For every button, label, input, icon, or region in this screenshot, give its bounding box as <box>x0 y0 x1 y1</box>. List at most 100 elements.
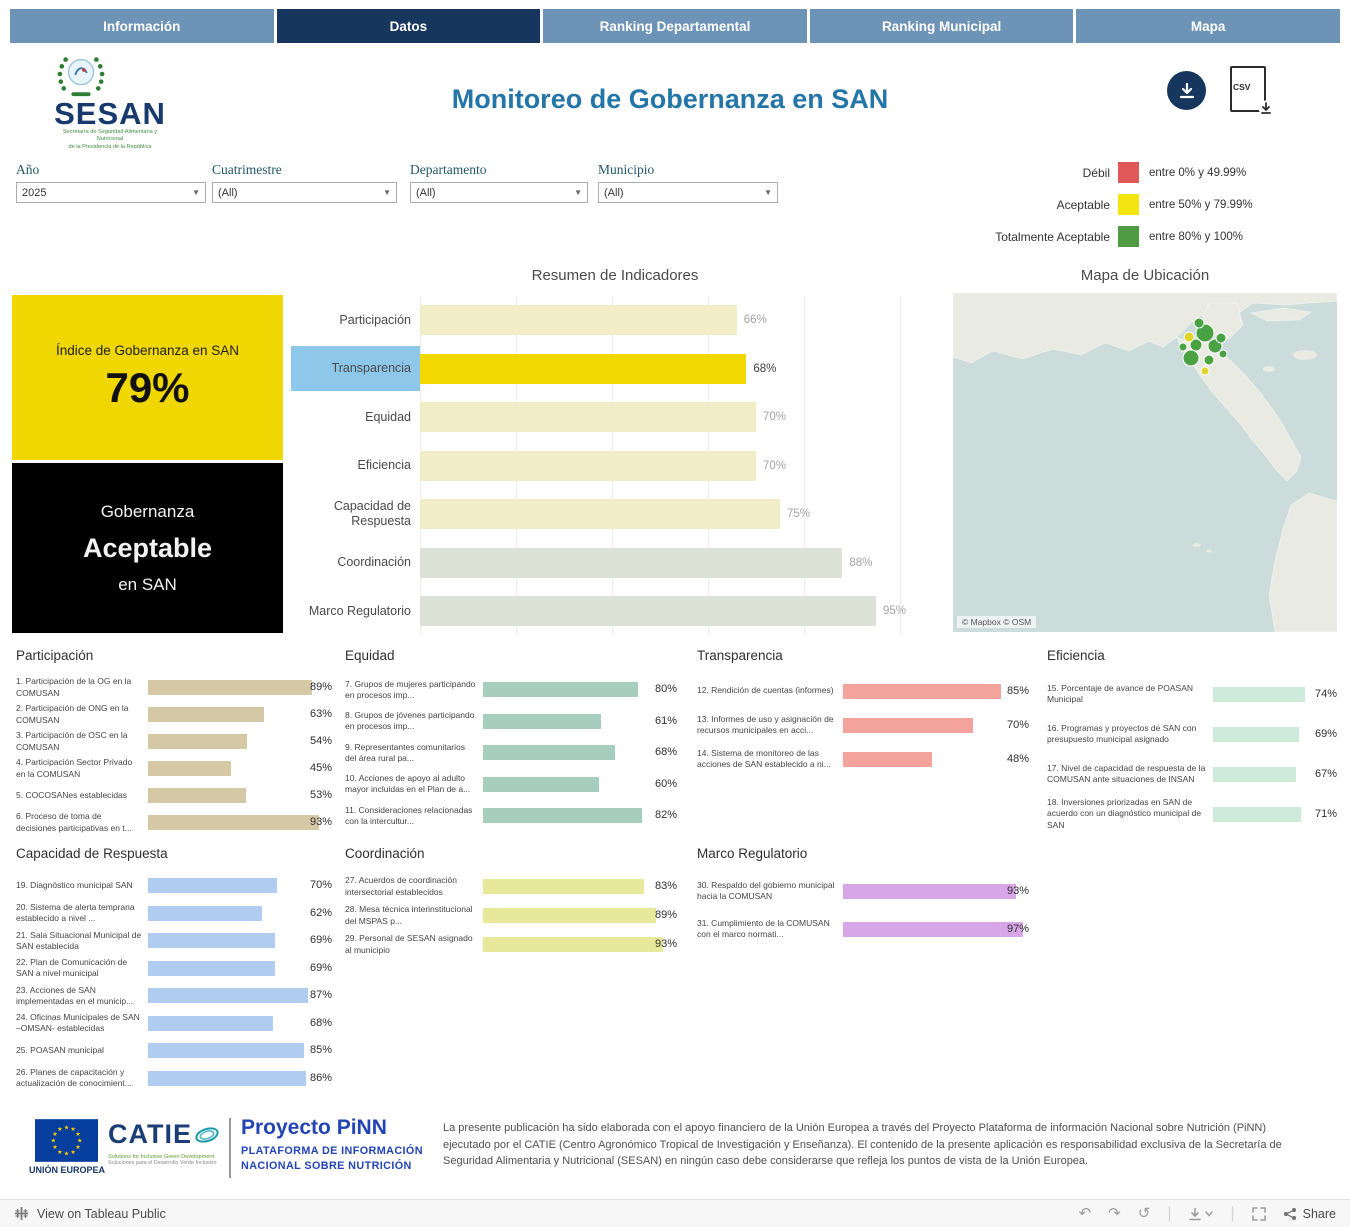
indicator-bar[interactable] <box>483 808 643 824</box>
section-equidad: Equidad 7. Grupos de mujeres participando… <box>345 648 677 832</box>
indicator-label: 29. Personal de SESAN asignado al munici… <box>345 933 473 955</box>
summary-bar[interactable] <box>420 547 843 578</box>
indicator-row: 31. Cumplimiento de la COMUSAN con el ma… <box>697 910 1029 948</box>
map-attribution[interactable]: © Mapbox © OSM <box>957 616 1037 628</box>
indicator-bar[interactable] <box>1213 766 1297 782</box>
indicator-bar[interactable] <box>148 788 246 803</box>
section-title-transparencia: Transparencia <box>697 648 783 663</box>
download-menu-icon[interactable] <box>1188 1207 1214 1221</box>
indicator-value: 86% <box>309 1071 332 1084</box>
summary-bar[interactable] <box>420 499 780 530</box>
indicator-bar-track: 67% <box>1213 766 1337 782</box>
indicator-bar[interactable] <box>148 933 275 949</box>
fullscreen-icon[interactable] <box>1251 1206 1266 1221</box>
indicator-bar[interactable] <box>483 908 656 923</box>
filter-value: 2025 <box>22 186 47 199</box>
tab-ranking-departamental[interactable]: Ranking Departamental <box>543 9 807 43</box>
tab-datos[interactable]: Datos <box>276 9 541 43</box>
indicator-bar[interactable] <box>1213 806 1302 822</box>
indicator-row: 29. Personal de SESAN asignado al munici… <box>345 930 677 959</box>
indicator-bar[interactable] <box>148 1015 274 1031</box>
indicator-bar[interactable] <box>483 879 645 894</box>
indicator-bar-track: 60% <box>483 776 677 792</box>
summary-bar[interactable] <box>420 402 756 433</box>
indicator-bar[interactable] <box>1213 686 1305 702</box>
indicator-label: 19. Diagnóstico municipal SAN <box>16 880 133 891</box>
summary-bar-value: 75% <box>787 508 811 521</box>
download-button[interactable] <box>1167 71 1206 110</box>
filter-dropdown-departamento[interactable]: (All) ▼ <box>410 182 588 203</box>
summary-bar[interactable] <box>420 305 737 336</box>
indicator-label: 27. Acuerdos de coordinación intersector… <box>345 875 457 897</box>
indicator-bar[interactable] <box>483 682 639 698</box>
indicator-bar[interactable] <box>843 883 1016 899</box>
csv-label: CSV <box>1233 82 1251 92</box>
svg-text:★: ★ <box>70 1149 76 1156</box>
catie-logo: CATIE Solutions for Inclusive Green Deve… <box>108 1119 223 1166</box>
summary-category-label: Equidad <box>365 409 411 424</box>
summary-bar[interactable] <box>420 353 747 384</box>
indicator-bar[interactable] <box>148 960 275 976</box>
reset-icon[interactable]: ↺ <box>1137 1205 1151 1222</box>
indicator-bar[interactable] <box>483 776 600 792</box>
indicator-value: 87% <box>309 989 332 1002</box>
indicator-bar[interactable] <box>148 878 277 894</box>
indicator-value: 89% <box>654 909 677 921</box>
redo-icon[interactable]: ↷ <box>1108 1205 1121 1222</box>
status-line-3: en SAN <box>118 574 177 594</box>
summary-bar-row-coordinacion: Coordinación 88% <box>291 539 931 588</box>
indicator-bar[interactable] <box>148 1043 305 1059</box>
summary-chart: Participación 66% Transparencia 68% Equidad 7… <box>291 296 931 636</box>
indicator-bar[interactable] <box>148 1070 307 1086</box>
filter-dropdown-municipio[interactable]: (All) ▼ <box>598 182 778 203</box>
indicator-bar[interactable] <box>148 707 264 722</box>
indicator-value: 83% <box>654 880 677 892</box>
view-on-tableau-link[interactable]: View on Tableau Public <box>14 1206 166 1221</box>
svg-text:★: ★ <box>57 1126 63 1133</box>
summary-bar[interactable] <box>420 450 756 481</box>
summary-bar-track: 75% <box>420 490 931 539</box>
indicator-label: 6. Proceso de toma de decisiones partici… <box>16 811 132 833</box>
tab-informacion[interactable]: Información <box>10 9 274 43</box>
indicator-bar[interactable] <box>148 734 248 749</box>
indicator-row: 24. Oficinas Municipales de SAN –OMSAN- … <box>16 1010 332 1038</box>
indicator-bar[interactable] <box>843 683 1002 699</box>
indicator-row: 23. Acciones de SAN implementadas en el … <box>16 982 332 1010</box>
sesan-crest-icon <box>57 57 105 97</box>
indicator-value: 69% <box>309 934 332 947</box>
indicator-bar[interactable] <box>148 680 312 695</box>
indicator-row: 27. Acuerdos de coordinación intersector… <box>345 872 677 901</box>
indicator-row: 28. Mesa técnica interinstitucional del … <box>345 901 677 930</box>
tab-mapa[interactable]: Mapa <box>1076 9 1340 43</box>
indicator-bar[interactable] <box>148 761 231 776</box>
indicator-row: 1. Participación de la OG en la COMUSAN 8… <box>16 674 332 701</box>
indicator-value: 82% <box>654 809 677 822</box>
section-capacidad-de-respuesta: Capacidad de Respuesta 19. Diagnóstico mu… <box>16 846 332 1092</box>
indicator-bar[interactable] <box>843 921 1024 937</box>
indicator-bar[interactable] <box>148 905 263 921</box>
csv-export-button[interactable]: CSV <box>1228 66 1274 116</box>
indicator-bar[interactable] <box>148 815 320 830</box>
indicator-value: 61% <box>654 714 677 727</box>
legend-label: Débil <box>1082 165 1110 180</box>
undo-icon[interactable]: ↶ <box>1078 1205 1092 1222</box>
indicator-bar[interactable] <box>843 751 933 767</box>
indicator-bar[interactable] <box>148 988 309 1004</box>
indicator-label: 23. Acciones de SAN implementadas en el … <box>16 984 134 1006</box>
filter-value: (All) <box>218 186 238 199</box>
indicator-value: 68% <box>654 746 677 759</box>
indicator-bar[interactable] <box>483 713 602 729</box>
indicator-bar[interactable] <box>1213 726 1299 742</box>
summary-bar[interactable] <box>420 596 876 627</box>
indicator-row: 3. Participación de OSC en la COMUSAN 54% <box>16 728 332 755</box>
indicator-label: 26. Planes de capacitación y actualizaci… <box>16 1067 132 1089</box>
indicator-bar[interactable] <box>483 937 664 952</box>
tab-ranking-municipal[interactable]: Ranking Municipal <box>809 9 1074 43</box>
indicator-bar-track: 69% <box>1213 726 1337 742</box>
location-map[interactable]: © Mapbox © OSM <box>953 293 1337 632</box>
indicator-bar[interactable] <box>843 717 974 733</box>
filter-dropdown-ano[interactable]: 2025 ▼ <box>16 182 206 203</box>
share-button[interactable]: Share <box>1283 1207 1336 1221</box>
filter-dropdown-cuatrimestre[interactable]: (All) ▼ <box>212 182 397 203</box>
indicator-bar[interactable] <box>483 745 615 761</box>
